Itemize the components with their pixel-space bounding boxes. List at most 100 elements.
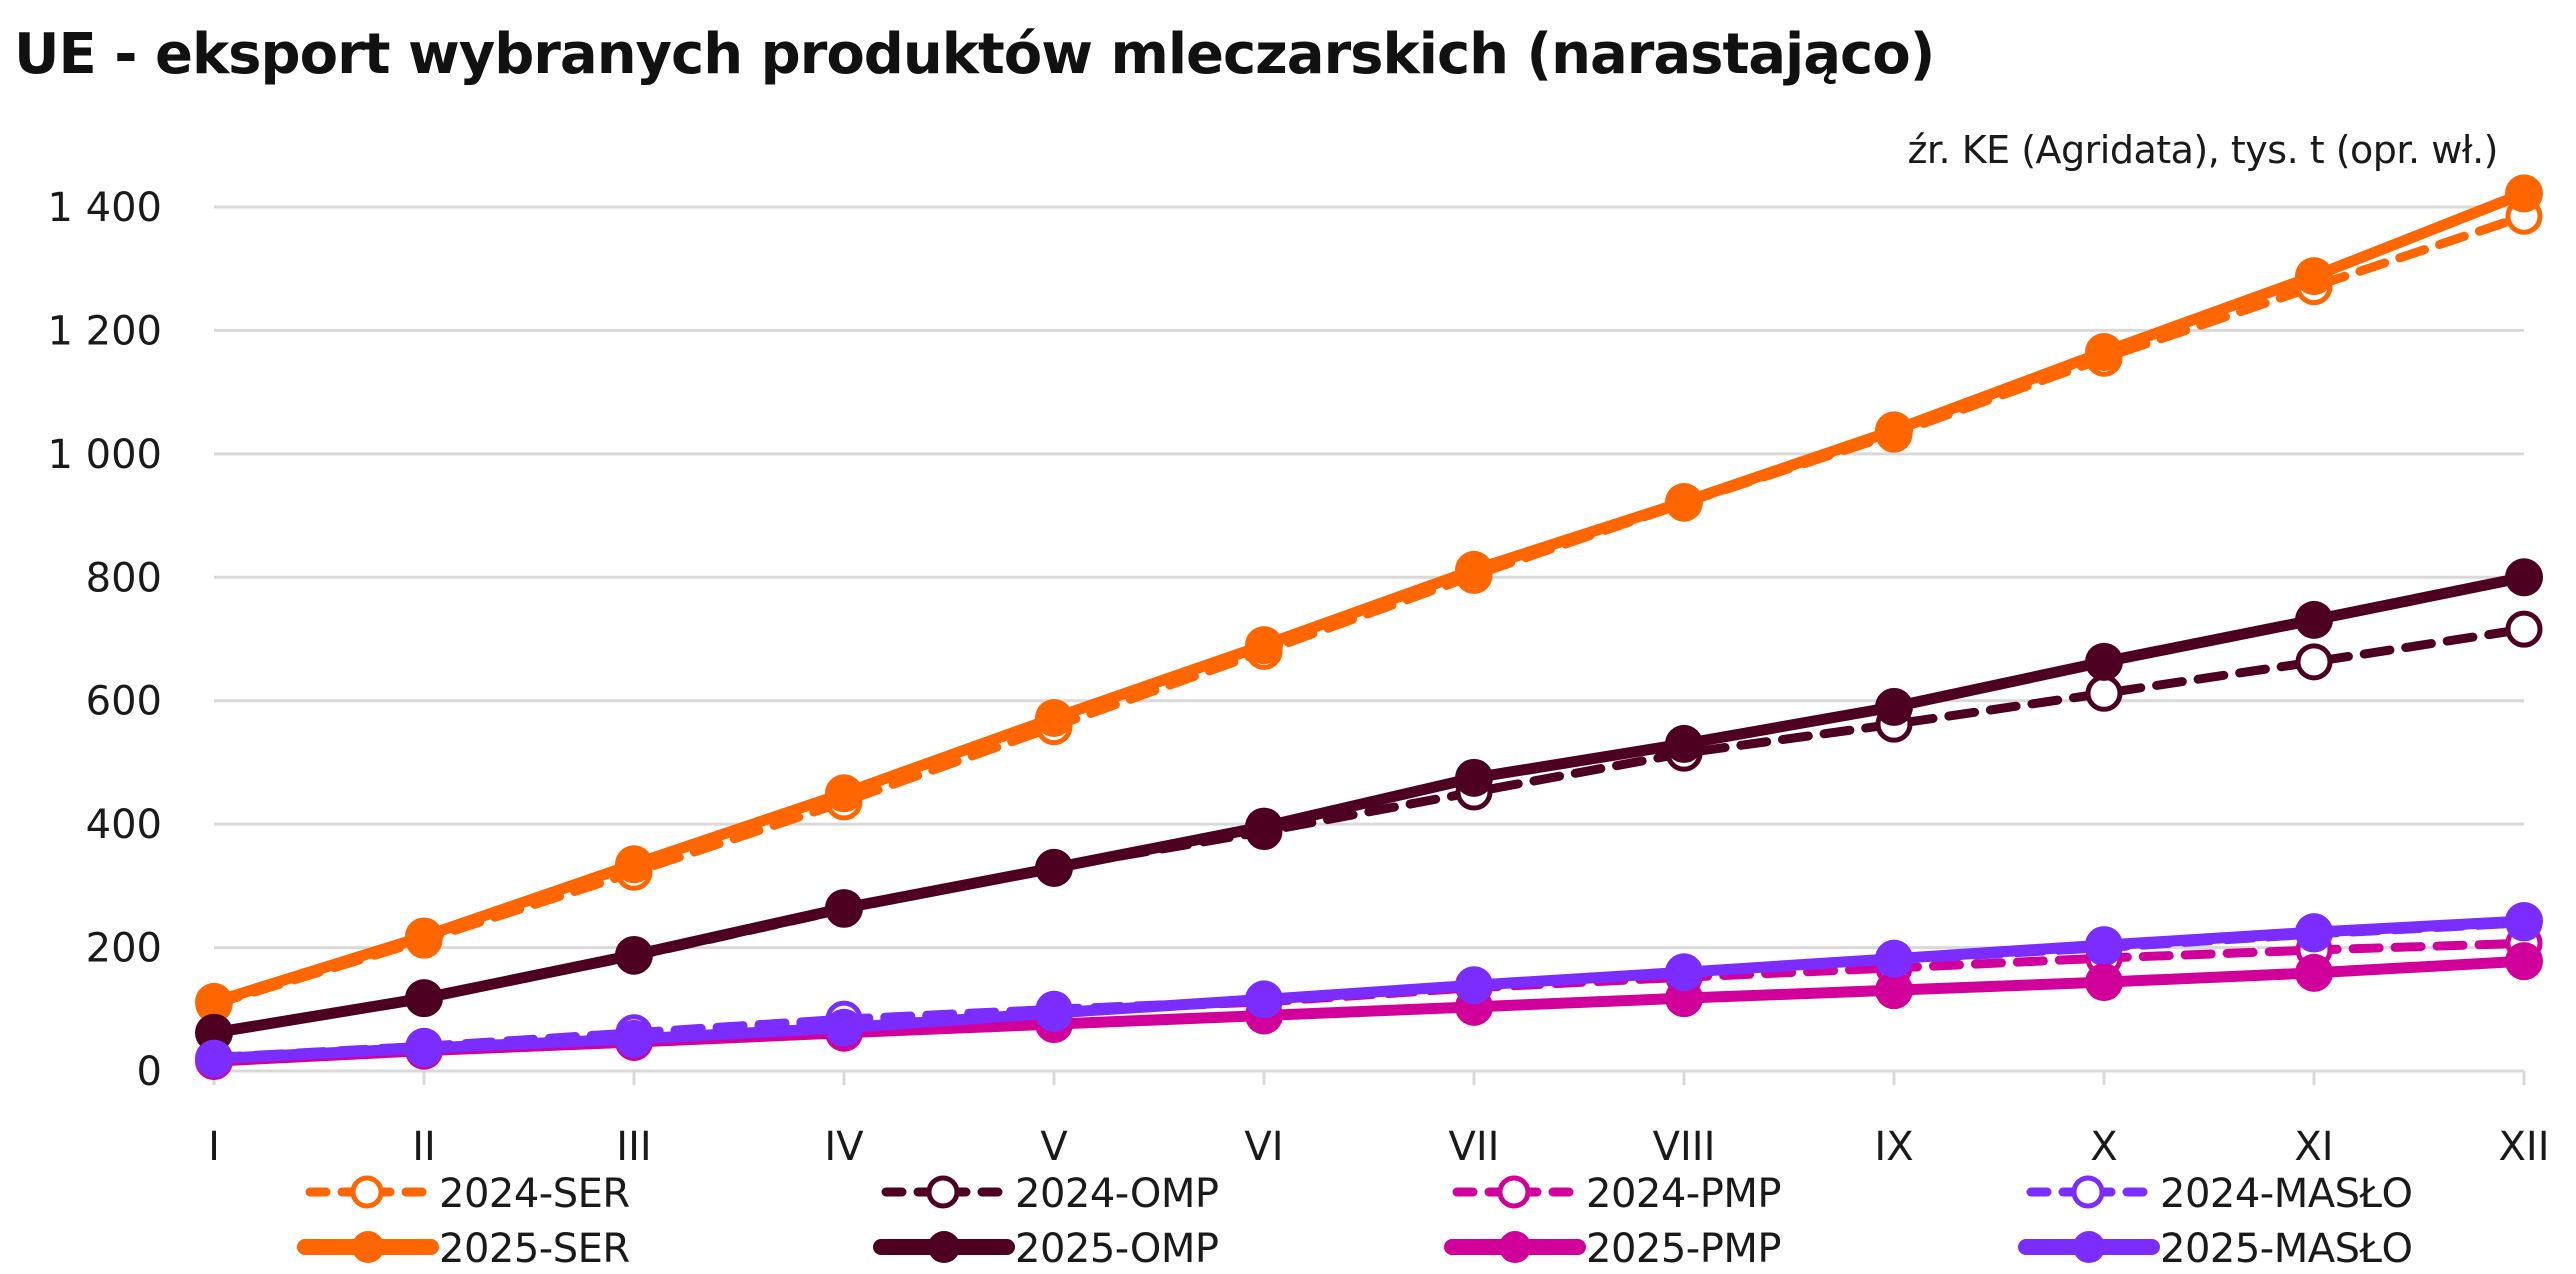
legend-item-2025-pmp: 2025-PMP — [1444, 1226, 1781, 1272]
series-line — [209, 211, 2529, 1009]
x-tick-label: V — [1040, 1124, 1068, 1170]
legend-marker — [1499, 1231, 1531, 1263]
legend-item-2025-omp: 2025-OMP — [873, 1226, 1219, 1272]
legend-item-2024-masło: 2024-MASŁO — [2026, 1171, 2413, 1217]
data-point — [2295, 953, 2333, 992]
y-tick-label: 1 400 — [47, 185, 162, 231]
series-line — [213, 571, 2526, 1039]
data-point — [1665, 724, 1703, 763]
data-point — [825, 889, 863, 928]
data-point — [2505, 558, 2543, 597]
legend: 2024-SER 2024-OMP 2024-PMP 2024-MASŁO 2025-S… — [297, 1171, 2413, 1272]
data-point — [405, 917, 443, 956]
legend-item-2024-pmp: 2024-PMP — [1452, 1171, 1781, 1217]
y-tick-label: 600 — [86, 679, 162, 725]
legend-item-2024-ser: 2024-SER — [305, 1171, 630, 1217]
data-point — [615, 1019, 653, 1058]
data-point — [825, 1008, 863, 1047]
data-point — [2295, 643, 2333, 681]
data-point — [405, 979, 443, 1018]
legend-marker — [352, 1231, 384, 1263]
x-tick-label: XI — [2294, 1124, 2333, 1170]
legend-label: 2024-SER — [439, 1171, 630, 1217]
data-point — [1875, 939, 1913, 978]
series-2025-masło — [195, 902, 2543, 1078]
data-point — [1245, 626, 1283, 665]
legend-label: 2025-PMP — [1586, 1226, 1781, 1272]
data-point — [1035, 848, 1073, 887]
series-2025-pmp — [195, 942, 2543, 1081]
y-tick-label: 0 — [137, 1049, 162, 1095]
data-point — [2295, 257, 2333, 296]
y-axis: 0 200 400 600 800 1 000 1 200 1 400 — [47, 185, 162, 1095]
data-point — [405, 1029, 443, 1068]
data-point — [615, 935, 653, 974]
legend-marker — [1497, 1175, 1531, 1209]
data-point — [1665, 482, 1703, 521]
data-point — [825, 774, 863, 813]
data-point — [1665, 953, 1703, 992]
legend-label: 2024-MASŁO — [2160, 1171, 2412, 1217]
series-line — [213, 915, 2525, 1065]
data-point — [2085, 926, 2123, 965]
legend-label: 2024-PMP — [1586, 1171, 1781, 1217]
data-point — [2505, 174, 2543, 213]
data-point — [1875, 411, 1913, 450]
data-point — [1035, 698, 1073, 737]
x-tick-label: IV — [824, 1124, 864, 1170]
legend-item-2025-masło: 2025-MASŁO — [2018, 1226, 2413, 1272]
data-point — [2085, 963, 2123, 1002]
series-line — [212, 188, 2527, 1008]
x-tick-label: IX — [1874, 1124, 1913, 1170]
data-point — [1035, 993, 1073, 1032]
y-tick-label: 1 200 — [47, 308, 162, 354]
gridlines — [214, 205, 2524, 1073]
legend-marker — [2071, 1175, 2105, 1209]
data-point — [2085, 674, 2123, 712]
data-point — [2505, 610, 2543, 648]
legend-item-2025-ser: 2025-SER — [297, 1226, 630, 1272]
x-axis: I II III IV V VI VII VIII IX X XI XII — [208, 1071, 2550, 1170]
y-tick-label: 1 000 — [47, 432, 162, 478]
series-2024-pmp — [195, 924, 2543, 1078]
y-tick-label: 200 — [86, 926, 162, 972]
x-tick-label: VII — [1449, 1124, 1500, 1170]
legend-marker — [350, 1175, 384, 1209]
chart-source-note: źr. KE (Agridata), tys. t (opr. wł.) — [1907, 128, 2498, 172]
x-tick-label: II — [412, 1124, 436, 1170]
series-group — [195, 174, 2543, 1081]
data-point — [1455, 758, 1493, 797]
legend-marker — [2073, 1231, 2105, 1263]
legend-item-2024-omp: 2024-OMP — [881, 1171, 1219, 1217]
x-tick-label: I — [208, 1124, 220, 1170]
x-tick-label: X — [2090, 1124, 2117, 1170]
legend-label: 2025-OMP — [1015, 1226, 1218, 1272]
x-tick-label: XII — [2499, 1124, 2550, 1170]
y-tick-label: 800 — [86, 555, 162, 601]
y-tick-label: 400 — [86, 802, 162, 848]
x-tick-label: VIII — [1653, 1124, 1716, 1170]
data-point — [1875, 971, 1913, 1010]
data-point — [1245, 980, 1283, 1019]
data-point — [1455, 966, 1493, 1005]
legend-label: 2025-MASŁO — [2160, 1226, 2412, 1272]
data-point — [2295, 600, 2333, 639]
data-point — [615, 845, 653, 884]
data-point — [195, 982, 233, 1021]
data-point — [2505, 942, 2543, 981]
chart-title: UE - eksport wybranych produktów mleczar… — [14, 22, 1935, 87]
legend-marker — [926, 1175, 960, 1209]
legend-marker — [928, 1231, 960, 1263]
data-point — [1455, 550, 1493, 589]
series-2025-ser — [195, 174, 2543, 1021]
data-point — [2085, 642, 2123, 681]
x-tick-label: VI — [1244, 1124, 1283, 1170]
legend-label: 2024-OMP — [1015, 1171, 1218, 1217]
data-point — [2295, 913, 2333, 952]
legend-label: 2025-SER — [439, 1226, 630, 1272]
data-point — [1245, 807, 1283, 846]
data-point — [2085, 333, 2123, 372]
x-tick-label: III — [616, 1124, 651, 1170]
data-point — [2505, 902, 2543, 941]
